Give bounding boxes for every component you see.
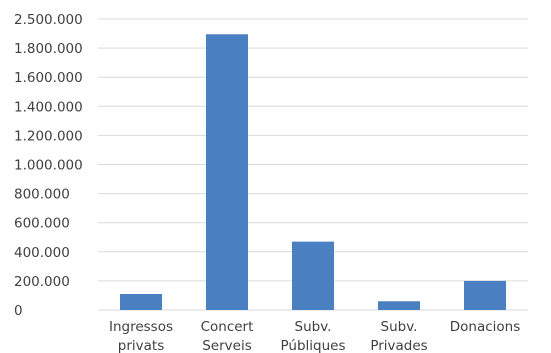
y-tick-label: 800.000 [14, 187, 70, 203]
y-tick-label: 2.500.000 [14, 12, 83, 28]
x-category-label: Ingressos privats [109, 319, 173, 353]
x-category-label: Subv. Privades [370, 319, 427, 353]
y-tick-label: 1.600.000 [14, 70, 83, 86]
y-tick-label: 0 [14, 303, 23, 319]
y-tick-label: 600.000 [14, 216, 70, 232]
bars [120, 34, 506, 311]
y-tick-label: 400.000 [14, 245, 70, 261]
y-tick-label: 200.000 [14, 274, 70, 290]
bar [378, 301, 420, 310]
x-category-label: Subv. Públiques [281, 319, 346, 353]
y-tick-label: 1.400.000 [14, 99, 83, 115]
y-tick-label: 1.800.000 [14, 41, 83, 57]
y-tick-label: 1.000.000 [14, 158, 83, 174]
bar [292, 241, 334, 310]
x-category-label: Concert Serveis [201, 319, 254, 353]
x-axis-category-labels: Ingressos privats Concert Serveis Subv. Públi… [109, 319, 520, 353]
x-category-label: Donacions [450, 319, 521, 335]
bar [464, 280, 506, 310]
bar [120, 293, 162, 310]
y-tick-label: 1.200.000 [14, 128, 83, 144]
y-axis-tick-labels: 0 200.000 400.000 600.000 800.000 1.000.000 1.… [14, 12, 83, 319]
bar [206, 34, 248, 311]
gridlines [98, 18, 528, 311]
